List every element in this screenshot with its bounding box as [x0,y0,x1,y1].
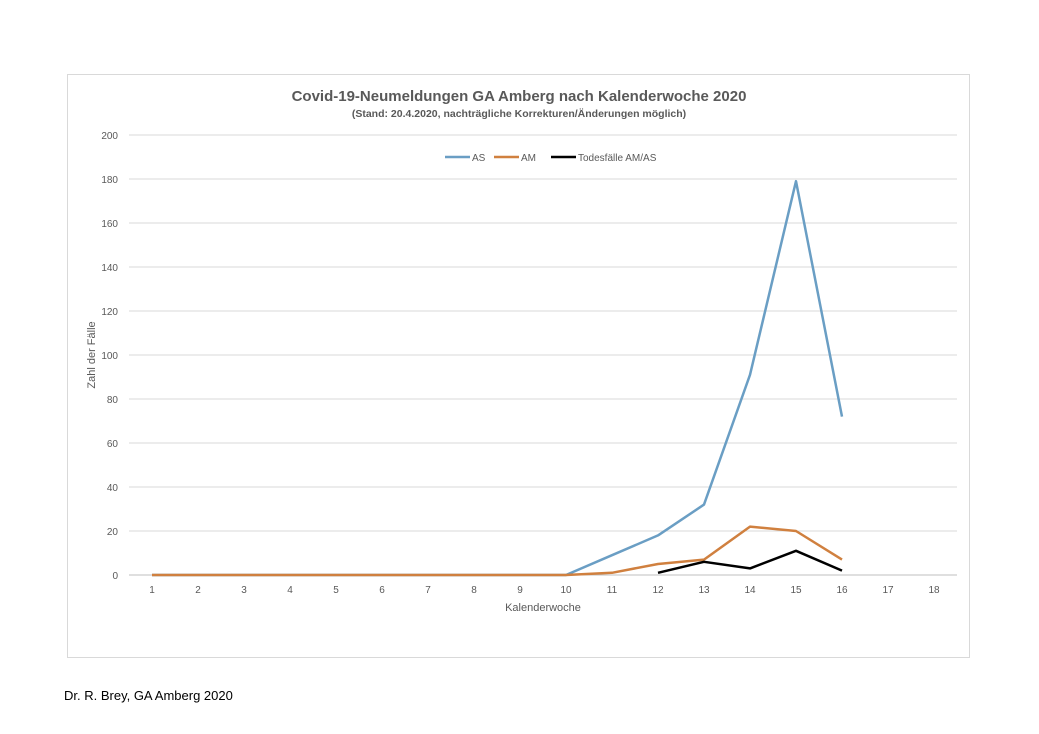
y-tick-label: 60 [107,439,119,450]
x-tick-label: 4 [287,585,293,596]
x-tick-label: 8 [471,585,477,596]
x-tick-label: 1 [149,585,155,596]
x-axis-ticks: 1 2 3 4 5 6 7 8 9 10 11 12 13 14 15 16 17 18 [149,585,940,596]
x-tick-label: 5 [333,585,339,596]
series-line-am [152,525,843,577]
x-tick-label: 17 [882,585,894,596]
y-tick-label: 120 [101,307,118,318]
x-tick-label: 7 [425,585,431,596]
x-tick-label: 10 [560,585,572,596]
legend: AS AM Todesfälle AM/AS [445,153,657,164]
series-line-as [152,179,844,577]
y-axis-label: Zahl der Fälle [86,321,98,388]
y-tick-label: 180 [101,175,118,186]
x-tick-label: 15 [790,585,802,596]
legend-label: Todesfälle AM/AS [578,153,657,164]
y-tick-label: 0 [112,571,118,582]
x-tick-label: 16 [836,585,848,596]
chart-frame [67,74,970,658]
x-tick-label: 12 [652,585,664,596]
x-tick-label: 9 [517,585,523,596]
chart-title: Covid-19-Neumeldungen GA Amberg nach Kal… [292,88,747,105]
y-tick-label: 40 [107,483,119,494]
series-lines [152,179,844,577]
x-tick-label: 11 [607,585,618,596]
y-tick-label: 140 [101,263,118,274]
y-tick-label: 160 [101,219,118,230]
y-tick-label: 20 [107,527,119,538]
legend-label: AS [472,153,486,164]
footer-credit: Dr. R. Brey, GA Amberg 2020 [64,688,233,703]
x-tick-label: 14 [744,585,756,596]
x-tick-label: 18 [928,585,940,596]
y-tick-label: 200 [101,131,118,142]
x-tick-label: 13 [698,585,710,596]
x-tick-label: 2 [195,585,201,596]
series-line-todesf-lle-am-as [657,549,843,575]
legend-label: AM [521,153,536,164]
gridlines [129,134,957,576]
x-axis-label: Kalenderwoche [505,602,581,614]
y-tick-label: 80 [107,395,119,406]
y-tick-label: 100 [101,351,118,362]
y-axis-ticks: 0 20 40 60 80 100 120 140 160 180 200 [101,131,118,582]
chart-subtitle: (Stand: 20.4.2020, nachträgliche Korrekt… [352,107,686,120]
x-tick-label: 3 [241,585,247,596]
x-tick-label: 6 [379,585,385,596]
